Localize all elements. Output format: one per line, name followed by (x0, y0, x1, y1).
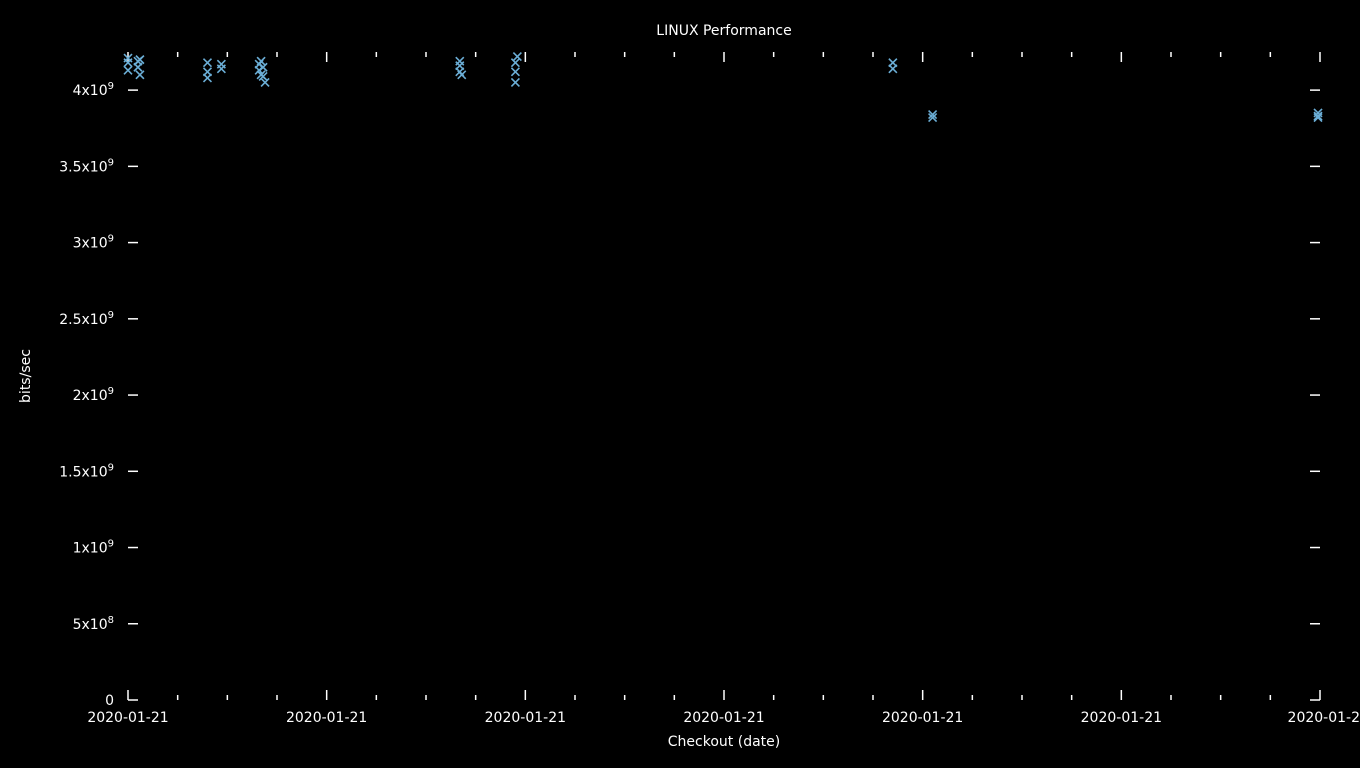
x-axis-label: Checkout (date) (668, 734, 780, 750)
y-tick-label: 1.5x109 (59, 462, 114, 480)
x-tick-label: 2020-01-21 (485, 710, 566, 726)
x-tick-label: 2020-01-21 (87, 710, 168, 726)
x-tick-label: 2020-01-21 (683, 710, 764, 726)
y-tick-label: 3.5x109 (59, 157, 114, 175)
chart-background (0, 0, 1360, 768)
performance-chart: LINUX Performance Checkout (date) bits/s… (0, 0, 1360, 768)
x-tick-label: 2020-01-21 (1081, 710, 1162, 726)
x-tick-label: 2020-01-21 (882, 710, 963, 726)
y-tick-label: 2.5x109 (59, 310, 114, 328)
chart-title: LINUX Performance (656, 23, 791, 39)
x-tick-label: 2020-01-21 (286, 710, 367, 726)
x-tick-label: 2020-01-2 (1288, 710, 1360, 726)
y-tick-label: 0 (105, 693, 114, 709)
y-axis-label: bits/sec (18, 349, 34, 403)
